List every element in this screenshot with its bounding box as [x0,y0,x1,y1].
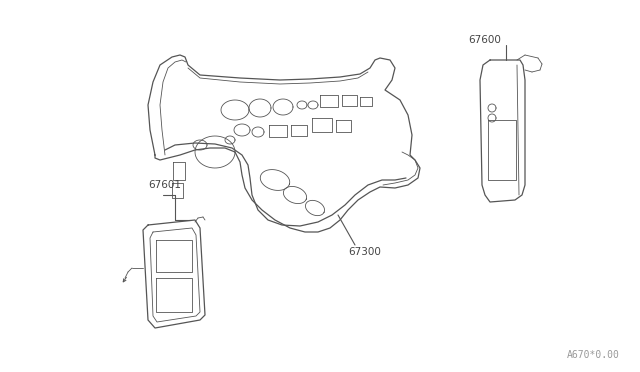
Text: 67601: 67601 [148,180,181,190]
Text: 67300: 67300 [348,247,381,257]
Text: 67600: 67600 [468,35,501,45]
Text: A670*0.00: A670*0.00 [567,350,620,360]
